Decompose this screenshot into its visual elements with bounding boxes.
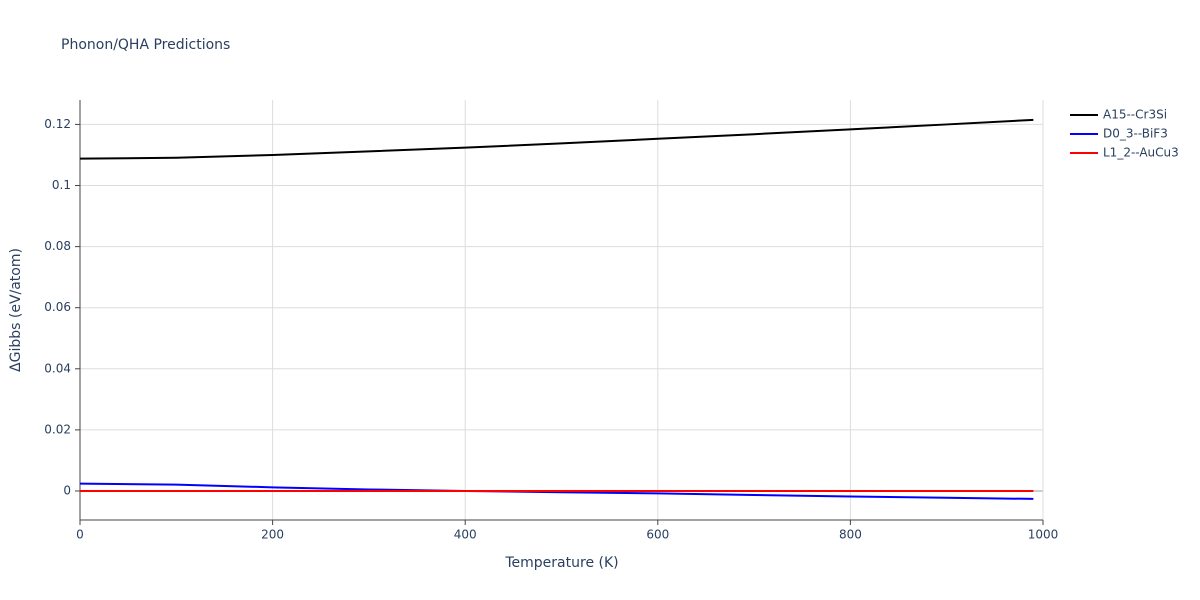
series-line — [79, 118, 1034, 160]
y-tick-label: 0 — [63, 483, 71, 497]
y-tick-label: 0.06 — [44, 300, 71, 314]
y-tick-label: 0.02 — [44, 422, 71, 436]
x-axis-title: Temperature (K) — [504, 555, 618, 571]
y-tick-label: 0.12 — [44, 117, 71, 131]
series-line — [79, 482, 1034, 500]
y-tick-label: 0.04 — [44, 361, 71, 375]
x-tick-label: 1000 — [1028, 528, 1059, 542]
y-axis-title: ΔGibbs (eV/atom) — [8, 248, 24, 372]
legend-label: L1_2--AuCu3 — [1103, 146, 1179, 160]
x-tick-label: 600 — [646, 528, 669, 542]
legend-label: D0_3--BiF3 — [1103, 127, 1168, 141]
y-tick-label: 0.1 — [52, 178, 71, 192]
x-tick-label: 200 — [261, 528, 284, 542]
x-tick-label: 800 — [839, 528, 862, 542]
y-tick-label: 0.08 — [44, 239, 71, 253]
x-tick-label: 0 — [76, 528, 84, 542]
x-tick-label: 400 — [454, 528, 477, 542]
chart-title: Phonon/QHA Predictions — [61, 37, 230, 53]
legend-label: A15--Cr3Si — [1103, 108, 1167, 122]
